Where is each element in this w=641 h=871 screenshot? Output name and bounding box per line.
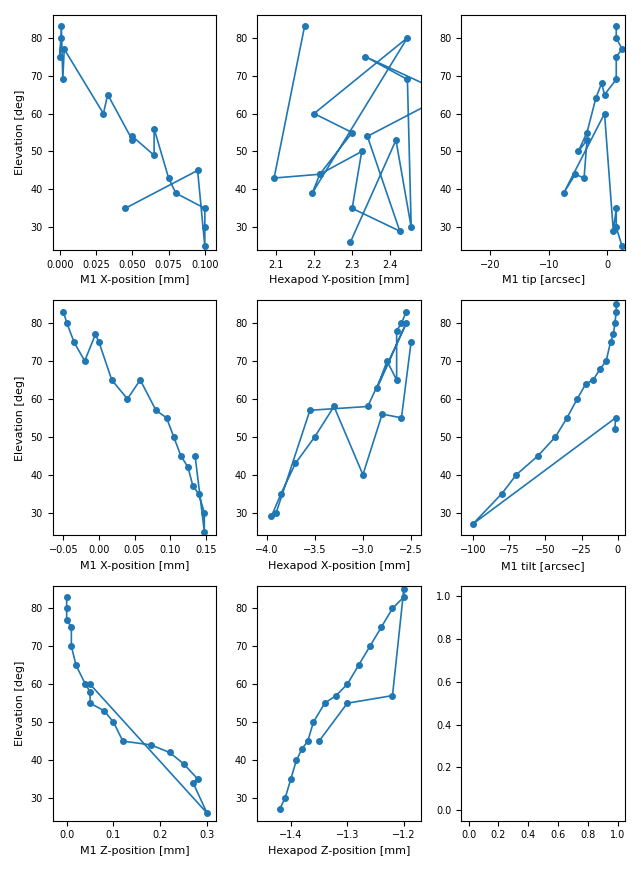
Y-axis label: Elevation [deg]: Elevation [deg] [15, 660, 25, 746]
Y-axis label: Elevation [deg]: Elevation [deg] [15, 375, 25, 461]
X-axis label: M1 X-position [mm]: M1 X-position [mm] [80, 561, 189, 571]
X-axis label: M1 tip [arcsec]: M1 tip [arcsec] [501, 275, 585, 286]
X-axis label: Hexapod Z-position [mm]: Hexapod Z-position [mm] [268, 846, 410, 856]
X-axis label: Hexapod Y-position [mm]: Hexapod Y-position [mm] [269, 275, 409, 286]
X-axis label: Hexapod X-position [mm]: Hexapod X-position [mm] [268, 561, 410, 571]
X-axis label: M1 tilt [arcsec]: M1 tilt [arcsec] [501, 561, 585, 571]
X-axis label: M1 X-position [mm]: M1 X-position [mm] [80, 275, 189, 286]
Y-axis label: Elevation [deg]: Elevation [deg] [15, 90, 25, 175]
X-axis label: M1 Z-position [mm]: M1 Z-position [mm] [79, 846, 189, 856]
